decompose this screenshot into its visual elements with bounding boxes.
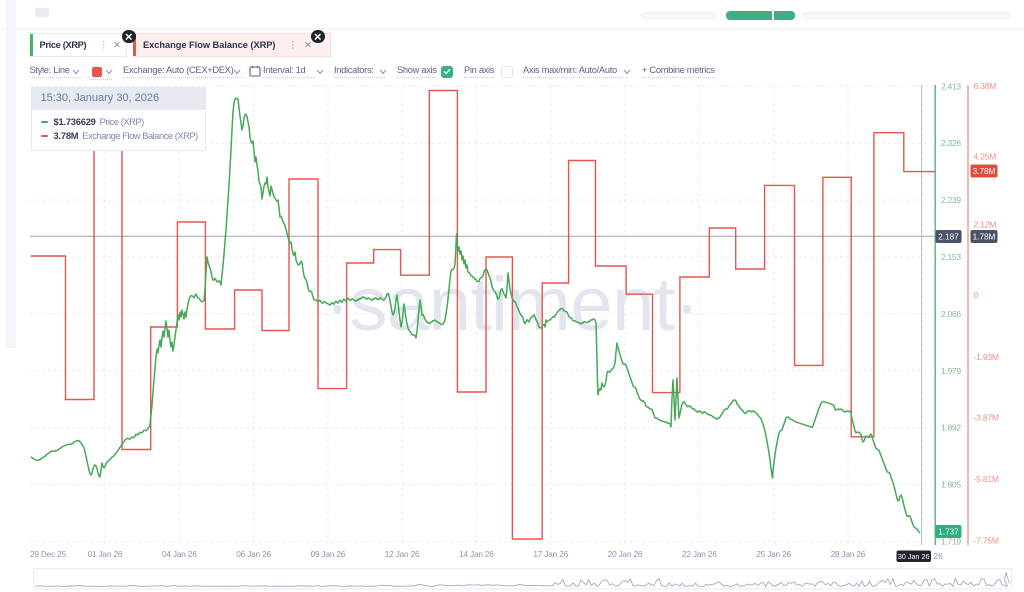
svg-text:2.153: 2.153 xyxy=(941,252,961,262)
svg-text:2.12M: 2.12M xyxy=(974,219,997,229)
svg-text:20 Jan 26: 20 Jan 26 xyxy=(608,549,643,559)
svg-text:06 Jan 26: 06 Jan 26 xyxy=(236,549,271,559)
svg-text:2.187: 2.187 xyxy=(938,232,959,241)
svg-text:6.38M: 6.38M xyxy=(974,81,997,91)
svg-text:01 Jan 26: 01 Jan 26 xyxy=(88,549,123,559)
svg-text:2.413: 2.413 xyxy=(941,81,961,91)
svg-text:-5.81M: -5.81M xyxy=(974,474,999,484)
svg-text:1.979: 1.979 xyxy=(941,366,961,376)
svg-text:3.78M: 3.78M xyxy=(973,167,996,176)
svg-text:-1.93M: -1.93M xyxy=(974,352,999,362)
svg-text:17 Jan 26: 17 Jan 26 xyxy=(533,549,568,559)
svg-text:1.737: 1.737 xyxy=(938,527,959,536)
svg-text:2.239: 2.239 xyxy=(941,195,961,205)
svg-text:28 Jan 26: 28 Jan 26 xyxy=(831,549,866,559)
svg-text:26: 26 xyxy=(934,551,944,561)
svg-text:14 Jan 26: 14 Jan 26 xyxy=(459,549,494,559)
svg-text:09 Jan 26: 09 Jan 26 xyxy=(311,549,346,559)
svg-text:-3.87M: -3.87M xyxy=(974,413,999,423)
svg-text:1.805: 1.805 xyxy=(941,480,961,490)
svg-text:4.25M: 4.25M xyxy=(974,152,997,162)
svg-text:1.892: 1.892 xyxy=(941,423,961,433)
svg-text:25 Jan 26: 25 Jan 26 xyxy=(756,549,791,559)
svg-text:2.066: 2.066 xyxy=(941,309,961,319)
svg-text:30 Jan 26: 30 Jan 26 xyxy=(898,552,930,561)
svg-text:04 Jan 26: 04 Jan 26 xyxy=(162,549,197,559)
svg-text:29 Dec 25: 29 Dec 25 xyxy=(30,549,67,559)
svg-text:12 Jan 26: 12 Jan 26 xyxy=(385,549,420,559)
svg-text:2.326: 2.326 xyxy=(941,138,961,148)
svg-text:0: 0 xyxy=(974,290,979,300)
svg-text:-7.75M: -7.75M xyxy=(974,536,999,546)
svg-text:1.719: 1.719 xyxy=(941,537,961,547)
svg-text:22 Jan 26: 22 Jan 26 xyxy=(682,549,717,559)
svg-text:1.78M: 1.78M xyxy=(973,232,996,241)
